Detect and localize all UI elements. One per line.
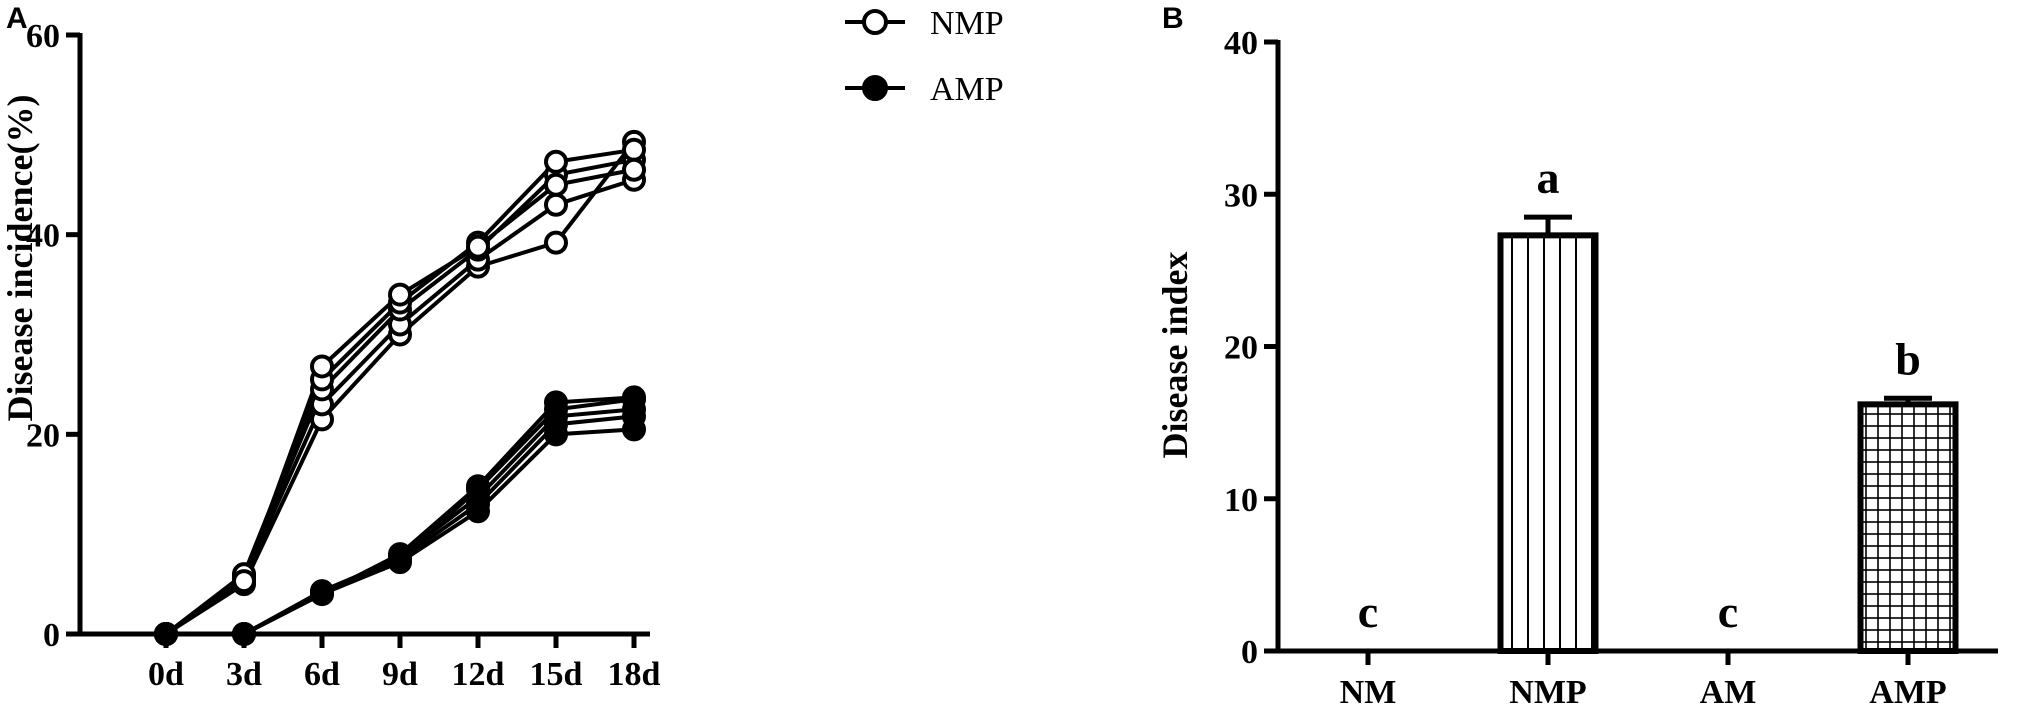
panel-a-x-tick-label: 3d bbox=[226, 656, 262, 693]
panel-b-x-tick-label: AMP bbox=[1869, 674, 1946, 711]
significance-letter-amp: b bbox=[1895, 333, 1921, 384]
panel-b-y-tick-label: 30 bbox=[1224, 177, 1258, 214]
bar-nmp bbox=[1497, 232, 1599, 654]
panel-b-x-tick-label: NMP bbox=[1509, 674, 1586, 711]
bar-amp bbox=[1857, 401, 1959, 655]
panel-b-label: B bbox=[1162, 2, 1184, 35]
legend-label-amp: AMP bbox=[930, 71, 1004, 108]
data-point-amp bbox=[466, 474, 490, 499]
panel-a-axes bbox=[66, 32, 650, 648]
data-point-nmp bbox=[388, 282, 412, 307]
panel-a-y-axis-title: Disease incidence(%) bbox=[0, 95, 40, 422]
panel-b-x-tick-labels: NM NMP AM AMP bbox=[1340, 674, 1947, 711]
data-point-nmp bbox=[232, 569, 256, 594]
data-point-amp bbox=[544, 390, 568, 415]
data-point-amp bbox=[388, 542, 412, 567]
data-point-amp bbox=[154, 622, 178, 646]
data-point-nmp bbox=[544, 192, 568, 217]
panel-a-label: A bbox=[6, 2, 28, 35]
data-point-nmp bbox=[622, 157, 646, 182]
significance-letter-nm: c bbox=[1358, 586, 1378, 637]
panel-b-y-tick-label: 10 bbox=[1224, 482, 1258, 519]
panel-a-y-tick-label: 40 bbox=[26, 218, 60, 255]
panel-a-series bbox=[154, 129, 646, 646]
panel-a-x-tick-label: 15d bbox=[530, 656, 583, 693]
panel-b-y-axis-title: Disease index bbox=[1155, 252, 1195, 459]
panel-b-y-tick-label: 20 bbox=[1224, 330, 1258, 367]
data-point-nmp bbox=[310, 354, 334, 379]
panel-a-x-tick-label: 18d bbox=[608, 656, 661, 693]
data-point-nmp bbox=[544, 149, 568, 174]
panel-a-x-tick-label: 9d bbox=[382, 656, 418, 693]
data-point-nmp bbox=[466, 234, 490, 259]
data-point-nmp bbox=[544, 172, 568, 197]
panel-b-x-tick-label: AM bbox=[1700, 674, 1757, 711]
data-point-nmp bbox=[622, 137, 646, 162]
panel-b-x-tick-label: NM bbox=[1340, 674, 1397, 711]
panel-a-x-tick-labels: 0d 3d 6d 9d 12d 15d 18d bbox=[148, 656, 661, 693]
panel-a-y-tick-label: 20 bbox=[26, 417, 60, 454]
data-point-amp bbox=[622, 385, 646, 410]
panel-a-x-tick-label: 0d bbox=[148, 656, 184, 693]
legend-marker-amp bbox=[862, 75, 888, 101]
panel-a-x-tick-label: 6d bbox=[304, 656, 340, 693]
legend-marker-nmp bbox=[862, 9, 888, 35]
significance-letter-nmp: a bbox=[1537, 152, 1560, 203]
panel-a: A Disease incidence(%) 0d 3d 6d 9d 12d 15d 18d… bbox=[0, 2, 1004, 693]
data-point-amp bbox=[310, 582, 334, 607]
data-point-nmp bbox=[544, 230, 568, 255]
series-line-amp bbox=[166, 414, 635, 636]
significance-letter-am: c bbox=[1718, 586, 1738, 637]
panel-a-y-tick-labels: 0 20 40 60 bbox=[26, 18, 60, 654]
panel-a-y-tick-label: 60 bbox=[26, 18, 60, 55]
series-line-amp bbox=[166, 427, 635, 636]
panel-b-y-tick-label: 40 bbox=[1224, 25, 1258, 62]
panel-b-y-tick-labels: 0 10 20 30 40 bbox=[1224, 25, 1258, 671]
panel-b-bars: c a c b bbox=[1358, 152, 1959, 655]
panel-b-y-tick-label: 0 bbox=[1241, 634, 1258, 671]
panel-a-legend: NMP AMP bbox=[845, 5, 1004, 108]
legend-label-nmp: NMP bbox=[930, 5, 1004, 42]
panel-a-y-tick-label: 0 bbox=[43, 617, 60, 654]
panel-a-x-tick-label: 12d bbox=[452, 656, 505, 693]
data-point-amp bbox=[232, 622, 256, 646]
